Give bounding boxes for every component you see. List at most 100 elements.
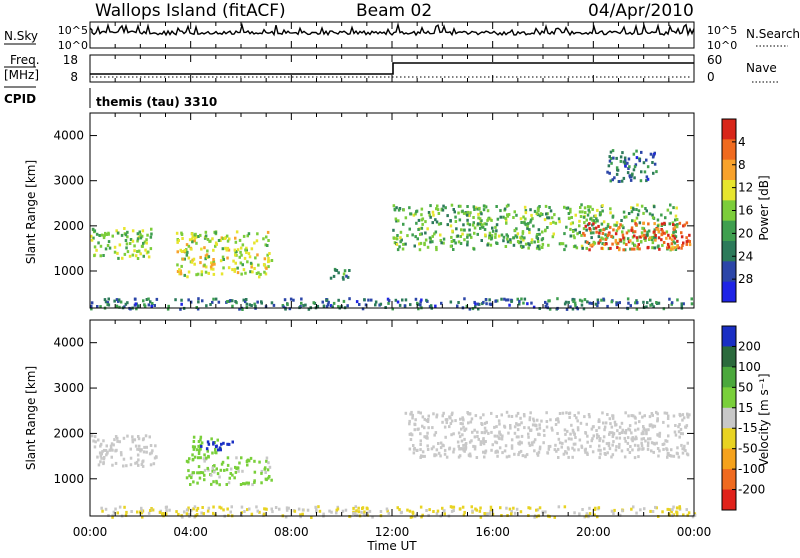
echo-cell — [474, 305, 477, 309]
echo-cell — [570, 216, 573, 219]
echo-cell — [137, 458, 140, 462]
echo-cell — [674, 433, 678, 437]
echo-cell — [473, 231, 476, 235]
echo-cell — [284, 307, 287, 311]
colorbar-segment — [722, 469, 736, 491]
echo-cell — [385, 507, 389, 511]
echo-cell — [478, 302, 481, 306]
echo-cell — [578, 512, 581, 516]
echo-cell — [518, 442, 521, 446]
echo-cell — [225, 248, 228, 252]
echo-cell — [265, 459, 268, 463]
echo-cell — [214, 450, 217, 454]
echo-cell — [245, 302, 249, 306]
echo-cell — [199, 435, 203, 439]
echo-cell — [495, 229, 498, 233]
echo-cell — [165, 505, 168, 509]
echo-cell — [363, 513, 367, 517]
echo-cell — [249, 261, 253, 265]
echo-cell — [133, 249, 136, 253]
echo-cell — [203, 468, 207, 472]
echo-cell — [397, 219, 400, 223]
echo-cell — [651, 216, 655, 220]
echo-cell — [108, 448, 112, 452]
echo-cell — [203, 263, 206, 267]
echo-cell — [265, 235, 268, 239]
echo-cell — [142, 254, 145, 258]
echo-cell — [402, 242, 405, 246]
echo-cell — [199, 471, 203, 474]
echo-cell — [522, 215, 525, 219]
echo-cell — [494, 440, 497, 444]
echo-cell — [95, 248, 98, 252]
echo-cell — [218, 446, 222, 450]
echo-cell — [145, 450, 148, 454]
echo-cell — [569, 305, 572, 309]
echo-cell — [428, 213, 431, 217]
echo-cell — [335, 269, 339, 272]
echo-cell — [604, 238, 608, 241]
echo-cell — [540, 419, 543, 423]
echo-cell — [541, 212, 544, 216]
echo-cell — [600, 236, 603, 240]
echo-cell — [461, 433, 464, 437]
echo-cell — [432, 213, 435, 217]
echo-cell — [267, 461, 270, 465]
echo-cell — [607, 444, 611, 448]
echo-cell — [675, 225, 679, 229]
echo-cell — [115, 229, 118, 233]
echo-cell — [205, 304, 208, 308]
echo-cell — [183, 273, 186, 277]
echo-cell — [413, 244, 416, 248]
echo-cell — [149, 463, 153, 467]
echo-cell — [99, 454, 103, 458]
echo-cell — [253, 480, 256, 484]
ytick-label: 3000 — [53, 174, 84, 188]
echo-cell — [101, 509, 104, 513]
echo-cell — [614, 238, 618, 242]
echo-cell — [434, 304, 437, 308]
echo-cell — [585, 422, 588, 426]
echo-cell — [151, 302, 154, 305]
echo-cell — [256, 509, 259, 513]
echo-cell — [544, 204, 548, 208]
echo-cell — [144, 248, 147, 252]
echo-cell — [191, 237, 194, 241]
echo-cell — [104, 300, 108, 304]
echo-cell — [199, 233, 202, 237]
echo-cell — [136, 447, 139, 451]
echo-cell — [207, 468, 210, 472]
echo-cell — [479, 442, 483, 446]
echo-cell — [107, 240, 111, 244]
echo-cell — [611, 414, 615, 418]
echo-cell — [271, 510, 274, 514]
echo-cell — [153, 456, 157, 460]
echo-cell — [318, 509, 322, 513]
echo-cell — [567, 300, 570, 304]
echo-cell — [678, 435, 681, 439]
echo-cell — [618, 513, 622, 517]
echo-cell — [567, 212, 571, 215]
echo-cell — [420, 515, 423, 519]
echo-cell — [516, 232, 520, 236]
echo-cell — [199, 447, 202, 451]
echo-cell — [591, 450, 595, 454]
echo-cell — [651, 246, 654, 250]
echo-cell — [638, 411, 642, 415]
echo-cell — [684, 425, 687, 429]
echo-cell — [544, 304, 548, 308]
echo-cell — [581, 210, 584, 214]
echo-cell — [212, 505, 215, 509]
echo-cell — [421, 424, 424, 428]
echo-cell — [513, 511, 517, 515]
echo-cell — [149, 300, 152, 304]
echo-cell — [445, 421, 448, 425]
echo-cell — [650, 302, 654, 306]
echo-cell — [619, 223, 622, 227]
echo-cell — [125, 242, 129, 246]
echo-cell — [245, 251, 248, 254]
echo-cell — [655, 301, 658, 304]
echo-cell — [652, 450, 655, 454]
echo-cell — [262, 512, 266, 516]
echo-cell — [267, 476, 270, 480]
